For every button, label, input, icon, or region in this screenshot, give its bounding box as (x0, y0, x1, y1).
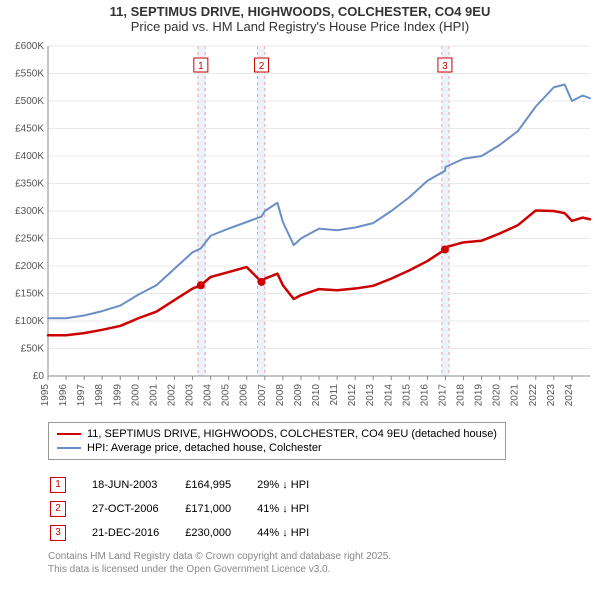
sale-date: 27-OCT-2006 (92, 498, 183, 520)
sale-delta: 29% ↓ HPI (257, 474, 333, 496)
x-tick-label: 2013 (365, 384, 376, 407)
x-tick-label: 2022 (528, 384, 539, 407)
x-tick-label: 1999 (112, 384, 123, 407)
x-tick-label: 2019 (474, 384, 485, 407)
x-tick-label: 2012 (347, 384, 358, 407)
sale-date: 18-JUN-2003 (92, 474, 183, 496)
y-tick-label: £250K (15, 234, 44, 245)
chart-svg: £0 £50K £100K £150K £200K £250K £300K £350K £400… (0, 36, 600, 416)
sale-point (441, 246, 449, 254)
x-tick-label: 2005 (221, 384, 232, 407)
x-tick-label: 2024 (564, 384, 575, 407)
y-tick-label: £400K (15, 151, 44, 162)
x-tick-label: 2018 (456, 384, 467, 407)
sales-table: 1 18-JUN-2003£164,99529% ↓ HPI 2 27-OCT-200… (48, 472, 335, 546)
x-tick-label: 2009 (293, 384, 304, 407)
footnote-line-1: Contains HM Land Registry data © Crown c… (48, 550, 600, 563)
title-line-2: Price paid vs. HM Land Registry's House … (0, 19, 600, 34)
x-tick-label: 2023 (546, 384, 557, 407)
x-tick-label: 2007 (257, 384, 268, 407)
y-tick-label: £350K (15, 179, 44, 190)
x-tick-label: 2010 (311, 384, 322, 407)
sales-row: 1 18-JUN-2003£164,99529% ↓ HPI (50, 474, 333, 496)
sale-price: £230,000 (185, 522, 255, 544)
sale-marker-num: 3 (442, 61, 448, 72)
chart-area: £0 £50K £100K £150K £200K £250K £300K £350K £400… (0, 36, 600, 416)
legend-row: 11, SEPTIMUS DRIVE, HIGHWOODS, COLCHESTE… (57, 427, 497, 441)
x-tick-label: 2015 (401, 384, 412, 407)
x-tick-label: 2011 (329, 384, 340, 406)
x-tick-label: 1997 (76, 384, 87, 407)
y-tick-label: £600K (15, 41, 44, 52)
footnote-line-2: This data is licensed under the Open Gov… (48, 563, 600, 576)
sales-row: 2 27-OCT-2006£171,00041% ↓ HPI (50, 498, 333, 520)
x-tick-label: 2002 (166, 384, 177, 407)
y-tick-label: £500K (15, 96, 44, 107)
x-tick-label: 1995 (40, 384, 51, 407)
sale-marker-num: 2 (259, 61, 265, 72)
x-tick-label: 2021 (510, 384, 521, 407)
legend-label: HPI: Average price, detached house, Colc… (87, 442, 322, 454)
legend-swatch (57, 447, 81, 449)
x-tick-label: 2000 (130, 384, 141, 407)
x-tick-label: 2001 (148, 384, 159, 407)
y-tick-label: £550K (15, 69, 44, 80)
y-tick-label: £300K (15, 206, 44, 217)
x-tick-label: 2006 (239, 384, 250, 407)
x-tick-label: 1996 (58, 384, 69, 407)
sale-price: £164,995 (185, 474, 255, 496)
footnote: Contains HM Land Registry data © Crown c… (48, 550, 600, 576)
y-tick-label: £0 (33, 371, 45, 382)
sale-price: £171,000 (185, 498, 255, 520)
x-tick-label: 2008 (275, 384, 286, 407)
y-tick-label: £50K (21, 344, 45, 355)
y-tick-label: £450K (15, 124, 44, 135)
x-tick-label: 2016 (419, 384, 430, 407)
sale-delta: 44% ↓ HPI (257, 522, 333, 544)
y-tick-label: £150K (15, 289, 44, 300)
sale-marker-num: 1 (198, 61, 204, 72)
series-hpi (48, 85, 590, 319)
x-tick-label: 2004 (203, 384, 214, 407)
legend: 11, SEPTIMUS DRIVE, HIGHWOODS, COLCHESTE… (48, 422, 506, 460)
sales-row: 3 21-DEC-2016£230,00044% ↓ HPI (50, 522, 333, 544)
x-tick-label: 2003 (185, 384, 196, 407)
sale-num-box: 2 (50, 501, 66, 517)
x-tick-label: 2017 (437, 384, 448, 407)
sale-point (258, 278, 266, 286)
sale-num-box: 1 (50, 477, 66, 493)
sale-date: 21-DEC-2016 (92, 522, 183, 544)
x-tick-label: 2020 (492, 384, 503, 407)
x-tick-label: 1998 (94, 384, 105, 407)
legend-row: HPI: Average price, detached house, Colc… (57, 441, 497, 455)
title-block: 11, SEPTIMUS DRIVE, HIGHWOODS, COLCHESTE… (0, 0, 600, 36)
title-line-1: 11, SEPTIMUS DRIVE, HIGHWOODS, COLCHESTE… (0, 4, 600, 19)
x-tick-label: 2014 (383, 384, 394, 407)
y-tick-label: £100K (15, 316, 44, 327)
sale-delta: 41% ↓ HPI (257, 498, 333, 520)
sale-num-box: 3 (50, 525, 66, 541)
sale-point (197, 281, 205, 289)
legend-label: 11, SEPTIMUS DRIVE, HIGHWOODS, COLCHESTE… (87, 428, 497, 440)
chart-container: 11, SEPTIMUS DRIVE, HIGHWOODS, COLCHESTE… (0, 0, 600, 576)
y-tick-label: £200K (15, 261, 44, 272)
legend-swatch (57, 433, 81, 435)
